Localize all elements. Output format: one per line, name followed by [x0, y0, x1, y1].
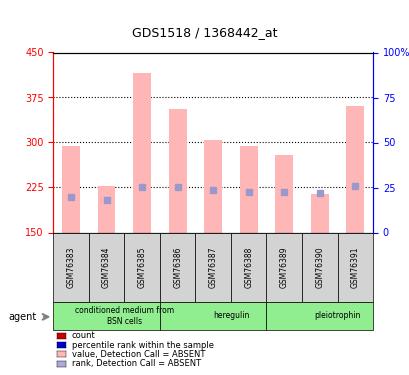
Text: conditioned medium from
BSN cells: conditioned medium from BSN cells [74, 306, 173, 326]
Text: GSM76389: GSM76389 [279, 246, 288, 288]
FancyBboxPatch shape [266, 232, 301, 302]
Bar [97, 186, 115, 232]
FancyBboxPatch shape [53, 302, 160, 330]
Text: count: count [72, 331, 95, 340]
FancyBboxPatch shape [301, 232, 337, 302]
Text: pleiotrophin: pleiotrophin [314, 311, 360, 320]
Text: GSM76391: GSM76391 [350, 246, 359, 288]
FancyBboxPatch shape [337, 232, 372, 302]
FancyBboxPatch shape [230, 232, 266, 302]
Text: GSM76390: GSM76390 [315, 246, 324, 288]
FancyBboxPatch shape [266, 302, 372, 330]
Bar [310, 194, 328, 232]
Text: value, Detection Call = ABSENT: value, Detection Call = ABSENT [72, 350, 204, 359]
Text: agent: agent [8, 312, 36, 322]
Bar [169, 110, 186, 232]
Bar [204, 140, 222, 232]
Text: rank, Detection Call = ABSENT: rank, Detection Call = ABSENT [72, 359, 200, 368]
Bar [275, 154, 292, 232]
Text: heregulin: heregulin [212, 311, 249, 320]
FancyBboxPatch shape [89, 232, 124, 302]
FancyBboxPatch shape [124, 232, 160, 302]
FancyBboxPatch shape [160, 232, 195, 302]
FancyBboxPatch shape [53, 232, 89, 302]
Text: percentile rank within the sample: percentile rank within the sample [72, 340, 213, 350]
FancyBboxPatch shape [160, 302, 266, 330]
Text: GSM76385: GSM76385 [137, 246, 146, 288]
FancyBboxPatch shape [195, 232, 230, 302]
Bar [62, 146, 80, 232]
Bar [133, 74, 151, 232]
Bar [346, 106, 363, 232]
Text: GSM76388: GSM76388 [244, 246, 253, 288]
Text: GSM76383: GSM76383 [66, 246, 75, 288]
Text: GSM76386: GSM76386 [173, 246, 182, 288]
Text: GSM76384: GSM76384 [102, 246, 111, 288]
Bar [239, 146, 257, 232]
Text: GDS1518 / 1368442_at: GDS1518 / 1368442_at [132, 26, 277, 39]
Text: GSM76387: GSM76387 [208, 246, 217, 288]
